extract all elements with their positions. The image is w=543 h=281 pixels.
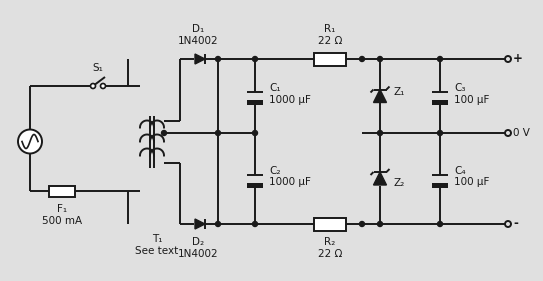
Bar (314, 217, 346, 230)
Circle shape (252, 130, 257, 135)
Text: R₁
22 Ω: R₁ 22 Ω (318, 24, 342, 46)
Text: T₁
See text: T₁ See text (135, 234, 179, 256)
Bar (314, 53, 346, 65)
Text: +: + (513, 53, 523, 65)
Circle shape (438, 130, 443, 135)
Circle shape (359, 56, 364, 62)
Text: F₁
500 mA: F₁ 500 mA (42, 204, 82, 226)
Text: R₂
22 Ω: R₂ 22 Ω (318, 237, 342, 259)
Text: C₂
1000 μF: C₂ 1000 μF (269, 166, 311, 187)
Circle shape (91, 83, 96, 89)
Circle shape (377, 221, 382, 226)
Circle shape (377, 56, 382, 62)
Circle shape (505, 56, 511, 62)
Circle shape (216, 221, 220, 226)
Text: 0 V: 0 V (513, 128, 530, 138)
Circle shape (216, 130, 220, 135)
Bar (49, 185, 75, 196)
Bar (247, 182, 263, 187)
Circle shape (252, 221, 257, 226)
Circle shape (100, 83, 105, 89)
Polygon shape (195, 219, 205, 229)
Circle shape (505, 221, 511, 227)
Text: Z₂: Z₂ (393, 178, 404, 187)
Circle shape (18, 130, 42, 153)
Text: S₁: S₁ (92, 63, 103, 73)
Text: -: - (513, 217, 518, 230)
Circle shape (252, 56, 257, 62)
Circle shape (161, 130, 167, 135)
Text: C₃
100 μF: C₃ 100 μF (454, 83, 489, 105)
Polygon shape (374, 172, 387, 185)
Circle shape (359, 221, 364, 226)
Circle shape (438, 56, 443, 62)
Polygon shape (195, 54, 205, 64)
Circle shape (377, 130, 382, 135)
Circle shape (505, 130, 511, 136)
Bar (247, 100, 263, 105)
Polygon shape (374, 90, 387, 103)
Circle shape (438, 221, 443, 226)
Bar (432, 100, 448, 105)
Text: D₁
1N4002: D₁ 1N4002 (178, 24, 218, 46)
Text: C₄
100 μF: C₄ 100 μF (454, 166, 489, 187)
Bar (432, 182, 448, 187)
Circle shape (216, 56, 220, 62)
Text: D₂
1N4002: D₂ 1N4002 (178, 237, 218, 259)
Text: Z₁: Z₁ (393, 87, 405, 97)
Text: C₁
1000 μF: C₁ 1000 μF (269, 83, 311, 105)
